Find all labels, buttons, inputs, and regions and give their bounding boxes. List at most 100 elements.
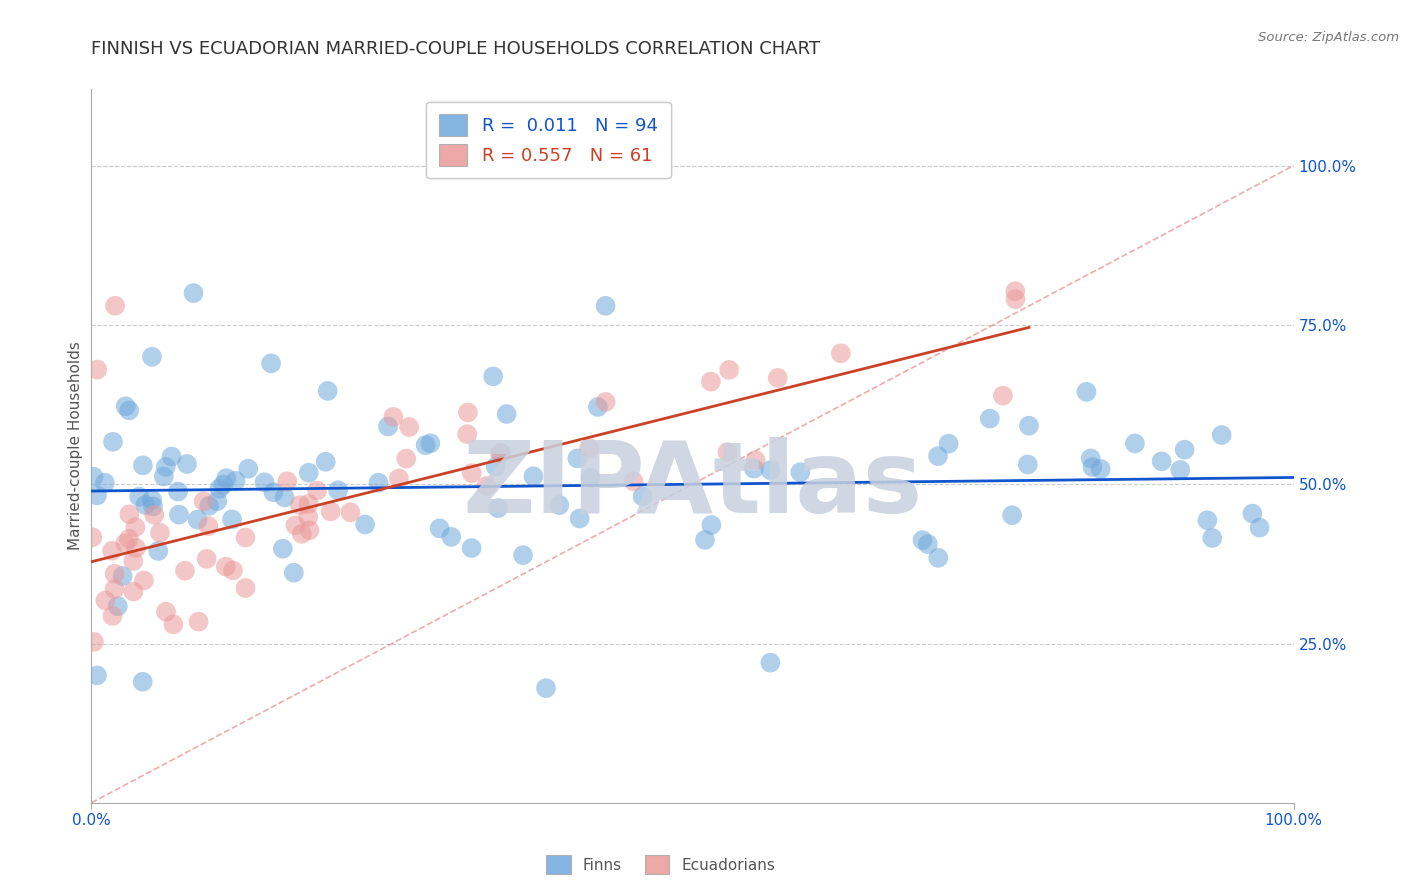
Point (548, 498, 571, 512)
Point (367, 475, 389, 490)
Point (297, 497, 319, 511)
Point (319, 504, 342, 518)
Point (125, 541, 148, 555)
Point (142, 500, 165, 514)
Point (297, 510, 319, 524)
Point (83, 635, 105, 649)
Point (979, 411, 1001, 425)
Point (927, 449, 949, 463)
Point (101, 543, 124, 558)
Point (155, 605, 177, 619)
Point (141, 492, 163, 507)
Point (122, 554, 145, 568)
Legend: R =  0.011   N = 94, R = 0.557   N = 61: R = 0.011 N = 94, R = 0.557 N = 61 (426, 102, 671, 178)
Y-axis label: Married-couple Households: Married-couple Households (67, 342, 83, 550)
Point (693, 533, 716, 547)
Point (1004, 284, 1026, 298)
Point (187, 615, 209, 629)
Point (291, 526, 314, 541)
Point (457, 405, 479, 419)
Point (742, 461, 765, 475)
Point (114, 536, 136, 550)
Point (114, 399, 136, 413)
Point (534, 681, 557, 695)
Point (316, 384, 339, 398)
Point (579, 471, 602, 485)
Point (1150, 454, 1173, 468)
Point (700, 375, 723, 389)
Point (595, 299, 617, 313)
Point (911, 533, 934, 548)
Point (128, 490, 150, 504)
Point (339, 505, 361, 519)
Point (283, 566, 305, 580)
Point (1211, 428, 1233, 442)
Point (1017, 458, 1039, 472)
Point (183, 286, 205, 301)
Point (759, 463, 782, 477)
Point (512, 548, 534, 562)
Point (132, 674, 155, 689)
Point (167, 484, 190, 499)
Point (718, 363, 741, 377)
Point (1080, 451, 1102, 466)
Point (101, 608, 124, 623)
Point (195, 552, 218, 566)
Point (193, 494, 215, 508)
Point (595, 395, 617, 409)
Point (118, 403, 141, 417)
Point (475, 479, 498, 493)
Point (186, 513, 208, 527)
Point (1018, 418, 1040, 433)
Point (1168, 463, 1191, 477)
Point (938, 436, 960, 450)
Point (271, 541, 294, 556)
Point (298, 523, 321, 537)
Point (298, 466, 321, 480)
Text: Source: ZipAtlas.com: Source: ZipAtlas.com (1258, 31, 1399, 45)
Point (991, 389, 1014, 403)
Point (395, 451, 418, 466)
Point (461, 466, 484, 480)
Point (118, 508, 141, 522)
Point (429, 521, 451, 535)
Text: FINNISH VS ECUADORIAN MARRIED-COUPLE HOUSEHOLDS CORRELATION CHART: FINNISH VS ECUADORIAN MARRIED-COUPLE HOU… (91, 40, 820, 58)
Point (143, 508, 166, 522)
Point (486, 501, 509, 516)
Point (1174, 442, 1197, 457)
Point (1090, 462, 1112, 476)
Point (86, 668, 108, 682)
Point (262, 485, 284, 500)
Point (1004, 292, 1026, 306)
Point (1249, 521, 1271, 535)
Point (118, 532, 141, 546)
Point (377, 419, 399, 434)
Point (927, 550, 949, 565)
Point (766, 371, 789, 385)
Point (149, 525, 172, 540)
Point (460, 541, 482, 555)
Point (222, 563, 245, 577)
Point (382, 409, 405, 424)
Point (488, 446, 510, 460)
Point (1001, 508, 1024, 523)
Point (495, 407, 517, 421)
Point (153, 469, 176, 483)
Point (167, 508, 190, 522)
Point (307, 483, 329, 498)
Point (759, 656, 782, 670)
Point (623, 475, 645, 489)
Point (456, 427, 478, 442)
Point (1081, 460, 1104, 475)
Point (122, 584, 145, 599)
Point (260, 356, 283, 370)
Legend: Finns, Ecuadorians: Finns, Ecuadorians (540, 849, 782, 880)
Point (104, 566, 127, 581)
Point (197, 519, 219, 533)
Point (917, 537, 939, 551)
Point (489, 446, 512, 460)
Point (134, 498, 156, 512)
Point (94, 593, 117, 607)
Point (103, 582, 125, 596)
Point (568, 511, 591, 525)
